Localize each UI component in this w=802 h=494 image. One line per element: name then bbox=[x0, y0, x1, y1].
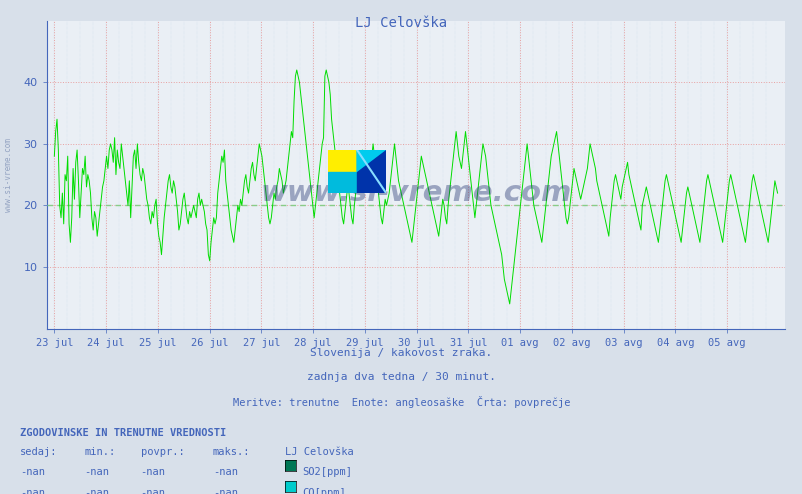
Polygon shape bbox=[357, 150, 386, 171]
Text: www.si-vreme.com: www.si-vreme.com bbox=[4, 138, 13, 211]
Bar bbox=[328, 150, 357, 171]
Text: Meritve: trenutne  Enote: angleosaške  Črta: povprečje: Meritve: trenutne Enote: angleosaške Črt… bbox=[233, 396, 569, 408]
Text: min.:: min.: bbox=[84, 447, 115, 456]
Text: povpr.:: povpr.: bbox=[140, 447, 184, 456]
Text: LJ Celovška: LJ Celovška bbox=[355, 16, 447, 30]
Text: ZGODOVINSKE IN TRENUTNE VREDNOSTI: ZGODOVINSKE IN TRENUTNE VREDNOSTI bbox=[20, 428, 226, 438]
Text: sedaj:: sedaj: bbox=[20, 447, 58, 456]
Text: -nan: -nan bbox=[140, 467, 165, 477]
Text: zadnja dva tedna / 30 minut.: zadnja dva tedna / 30 minut. bbox=[306, 372, 496, 382]
Text: SO2[ppm]: SO2[ppm] bbox=[302, 467, 351, 477]
Text: -nan: -nan bbox=[84, 488, 109, 494]
Text: Slovenija / kakovost zraka.: Slovenija / kakovost zraka. bbox=[310, 348, 492, 358]
Text: -nan: -nan bbox=[20, 488, 45, 494]
Polygon shape bbox=[357, 150, 386, 171]
Text: -nan: -nan bbox=[20, 467, 45, 477]
Bar bbox=[328, 171, 357, 193]
Text: -nan: -nan bbox=[84, 467, 109, 477]
Text: maks.:: maks.: bbox=[213, 447, 250, 456]
Text: -nan: -nan bbox=[213, 488, 237, 494]
Polygon shape bbox=[357, 150, 386, 171]
Text: -nan: -nan bbox=[140, 488, 165, 494]
Text: CO[ppm]: CO[ppm] bbox=[302, 488, 345, 494]
Text: -nan: -nan bbox=[213, 467, 237, 477]
Bar bbox=[357, 171, 386, 193]
Text: LJ Celovška: LJ Celovška bbox=[285, 447, 354, 456]
Text: www.si-vreme.com: www.si-vreme.com bbox=[260, 179, 571, 207]
